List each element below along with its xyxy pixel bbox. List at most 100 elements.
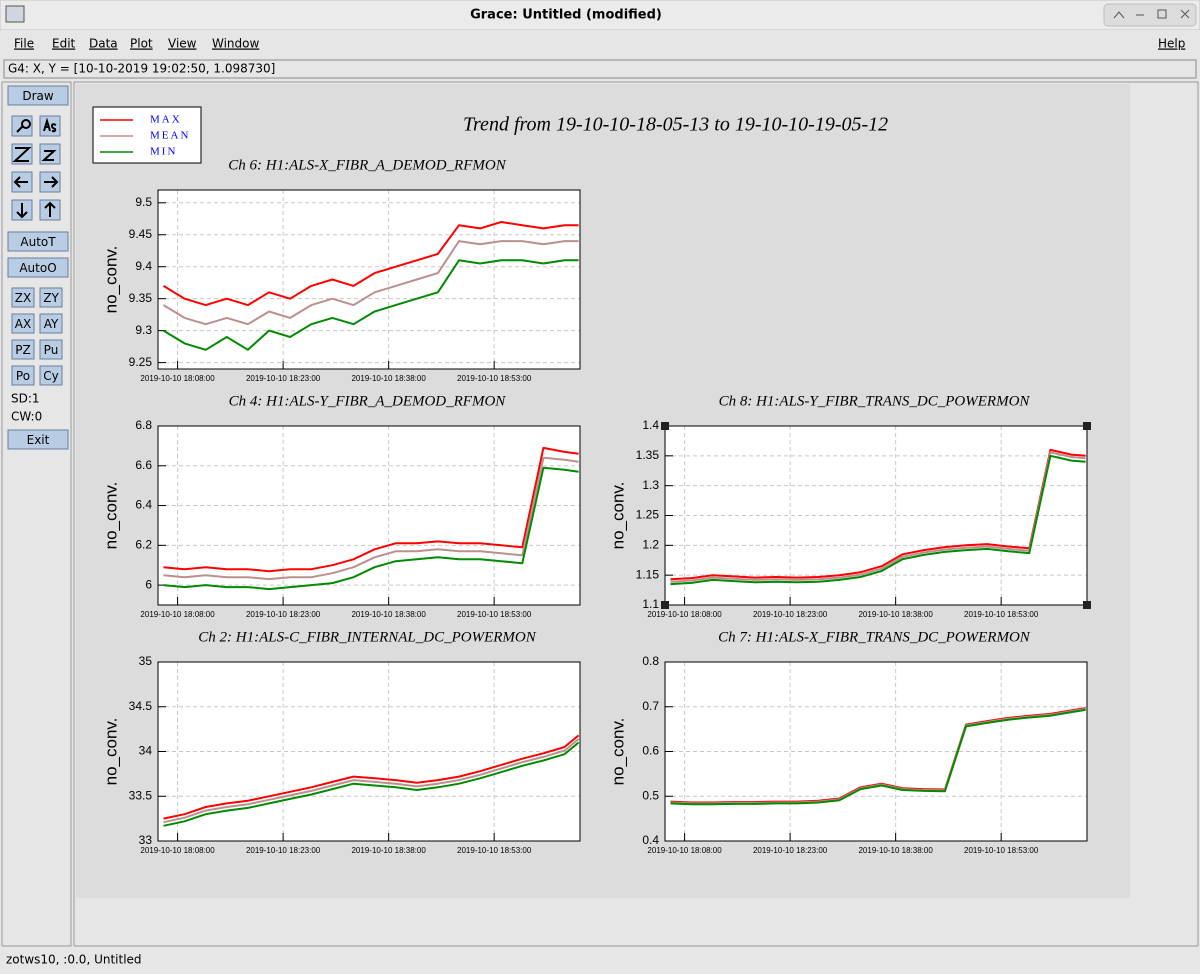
chart-title: Ch 2: H1:ALS-C_FIBR_INTERNAL_DC_POWERMON <box>198 629 536 645</box>
y-tick-label: 33 <box>139 833 153 847</box>
window-controls[interactable] <box>1103 3 1197 27</box>
selection-handle <box>661 422 669 430</box>
selection-handle <box>661 601 669 609</box>
toolbar-info: CW:0 <box>11 410 42 424</box>
chart: 6 6.2 6.4 6.6 6.8 2019-10-10 18:08:00 2019-10-… <box>101 393 581 619</box>
y-axis-label: no_conv. <box>101 482 120 550</box>
grid-button[interactable] <box>11 313 35 334</box>
legend-label: MEAN <box>150 130 190 142</box>
series-line <box>162 221 579 307</box>
y-tick-label: 9.3 <box>135 323 152 337</box>
x-tick-label: 2019-10-10 18:23:00 <box>753 610 828 619</box>
y-tick-label: 6.2 <box>135 538 152 552</box>
locator: G4: X, Y = [10-10-2019 19:02:50, 1.09873… <box>8 62 275 76</box>
status-bar <box>0 950 1200 974</box>
y-tick-label: 9.35 <box>129 291 153 305</box>
legend-box <box>92 106 202 164</box>
x-tick-label: 2019-10-10 18:23:00 <box>246 374 321 383</box>
x-tick-label: 2019-10-10 18:23:00 <box>753 846 828 855</box>
y-tick-label: 33.5 <box>129 788 153 802</box>
chart-title: Ch 8: H1:ALS-Y_FIBR_TRANS_DC_POWERMON <box>719 393 1031 409</box>
y-tick-label: 1.2 <box>642 538 659 552</box>
x-tick-label: 2019-10-10 18:38:00 <box>858 610 933 619</box>
grid-button-label: ZY <box>43 291 59 305</box>
y-tick-label: 9.25 <box>129 355 153 369</box>
status-text: zotws10, :0.0, Untitled <box>6 953 142 967</box>
menu-item[interactable]: Edit <box>52 37 76 51</box>
window-title: Grace: Untitled (modified) <box>470 8 662 23</box>
auto-button[interactable] <box>7 231 69 252</box>
draw-button-label: Draw <box>22 89 54 103</box>
y-tick-label: 0.6 <box>642 744 659 758</box>
x-tick-label: 2019-10-10 18:08:00 <box>140 846 215 855</box>
x-tick-label: 2019-10-10 18:08:00 <box>140 374 215 383</box>
series-line <box>670 708 1086 806</box>
menu-item[interactable]: View <box>168 37 197 51</box>
grid-button[interactable] <box>11 287 35 308</box>
plot-frame <box>664 425 1088 606</box>
series-line <box>163 466 579 591</box>
y-tick-label: 34 <box>139 744 153 758</box>
x-tick-label: 2019-10-10 18:53:00 <box>457 610 532 619</box>
autoscale-button[interactable] <box>39 115 61 137</box>
plot-area <box>157 189 581 370</box>
menu-help[interactable]: Help <box>1158 37 1185 51</box>
chart: 33 33.5 34 34.5 35 2019-10-10 18:08:00 2019-10… <box>101 629 581 855</box>
grid-button[interactable] <box>11 365 35 386</box>
y-tick-label: 1.25 <box>636 508 660 522</box>
x-tick-label: 2019-10-10 18:08:00 <box>647 610 722 619</box>
plot-frame <box>157 189 581 370</box>
menu-item[interactable]: Plot <box>130 37 153 51</box>
plot-frame <box>157 661 581 842</box>
y-tick-label: 9.4 <box>135 259 152 273</box>
menu-bar <box>0 30 1200 58</box>
toolbar-panel <box>1 81 72 947</box>
y-tick-label: 1.3 <box>642 478 659 492</box>
exit-button[interactable] <box>7 429 69 450</box>
auto-button-label: AutoT <box>20 235 56 249</box>
icon-glyphs <box>12 117 59 219</box>
series-line <box>163 738 580 824</box>
selection-handle <box>1083 601 1091 609</box>
menu-item[interactable]: Window <box>212 37 260 51</box>
draw-button[interactable] <box>7 85 69 106</box>
chart-title: Ch 4: H1:ALS-Y_FIBR_A_DEMOD_RFMON <box>229 393 507 409</box>
y-tick-label: 9.45 <box>129 227 153 241</box>
exit-button-label: Exit <box>27 433 50 447</box>
y-tick-label: 35 <box>139 654 153 668</box>
window-control-glyphs <box>1113 9 1190 19</box>
plot-frame <box>664 661 1088 842</box>
chart-title: Ch 6: H1:ALS-X_FIBR_A_DEMOD_RFMON <box>228 157 506 173</box>
menu-item[interactable]: Data <box>89 37 118 51</box>
app-icon <box>5 5 25 23</box>
x-tick-label: 2019-10-10 18:38:00 <box>351 846 426 855</box>
auto-button[interactable] <box>7 257 69 278</box>
y-axis-label: no_conv. <box>101 246 120 314</box>
y-tick-label: 1.35 <box>636 448 660 462</box>
menu-item[interactable]: File <box>14 37 34 51</box>
charts: MAX MEAN MIN 9.25 9.3 9.35 9.4 9.45 9.5 2019-10-1… <box>100 114 1091 855</box>
y-tick-label: 6.8 <box>135 418 152 432</box>
grid-button-label: AX <box>15 317 31 331</box>
grid-button[interactable] <box>39 365 63 386</box>
chart: 1.1 1.15 1.2 1.25 1.3 1.35 1.4 2019-10-10 18:08… <box>608 393 1088 619</box>
icon-buttons <box>11 115 61 221</box>
y-tick-label: 6.4 <box>135 498 152 512</box>
chart: 9.25 9.3 9.35 9.4 9.45 9.5 2019-10-10 18:08:00… <box>101 157 581 383</box>
series-line <box>163 734 580 820</box>
series-line <box>163 456 579 581</box>
auto-button-label: AutoO <box>19 261 56 275</box>
grid-button[interactable] <box>11 339 35 360</box>
grid-button[interactable] <box>39 313 63 334</box>
page-title: Trend from 19-10-10-18-05-13 to 19-10-10… <box>463 114 888 136</box>
y-tick-label: 34.5 <box>129 699 153 713</box>
x-tick-label: 2019-10-10 18:53:00 <box>457 846 532 855</box>
y-tick-label: 0.5 <box>642 788 659 802</box>
grid-button[interactable] <box>39 339 63 360</box>
grid-button-label: Po <box>16 369 30 383</box>
grid-button[interactable] <box>39 287 63 308</box>
series-line <box>670 451 1086 583</box>
y-axis-label: no_conv. <box>101 718 120 786</box>
